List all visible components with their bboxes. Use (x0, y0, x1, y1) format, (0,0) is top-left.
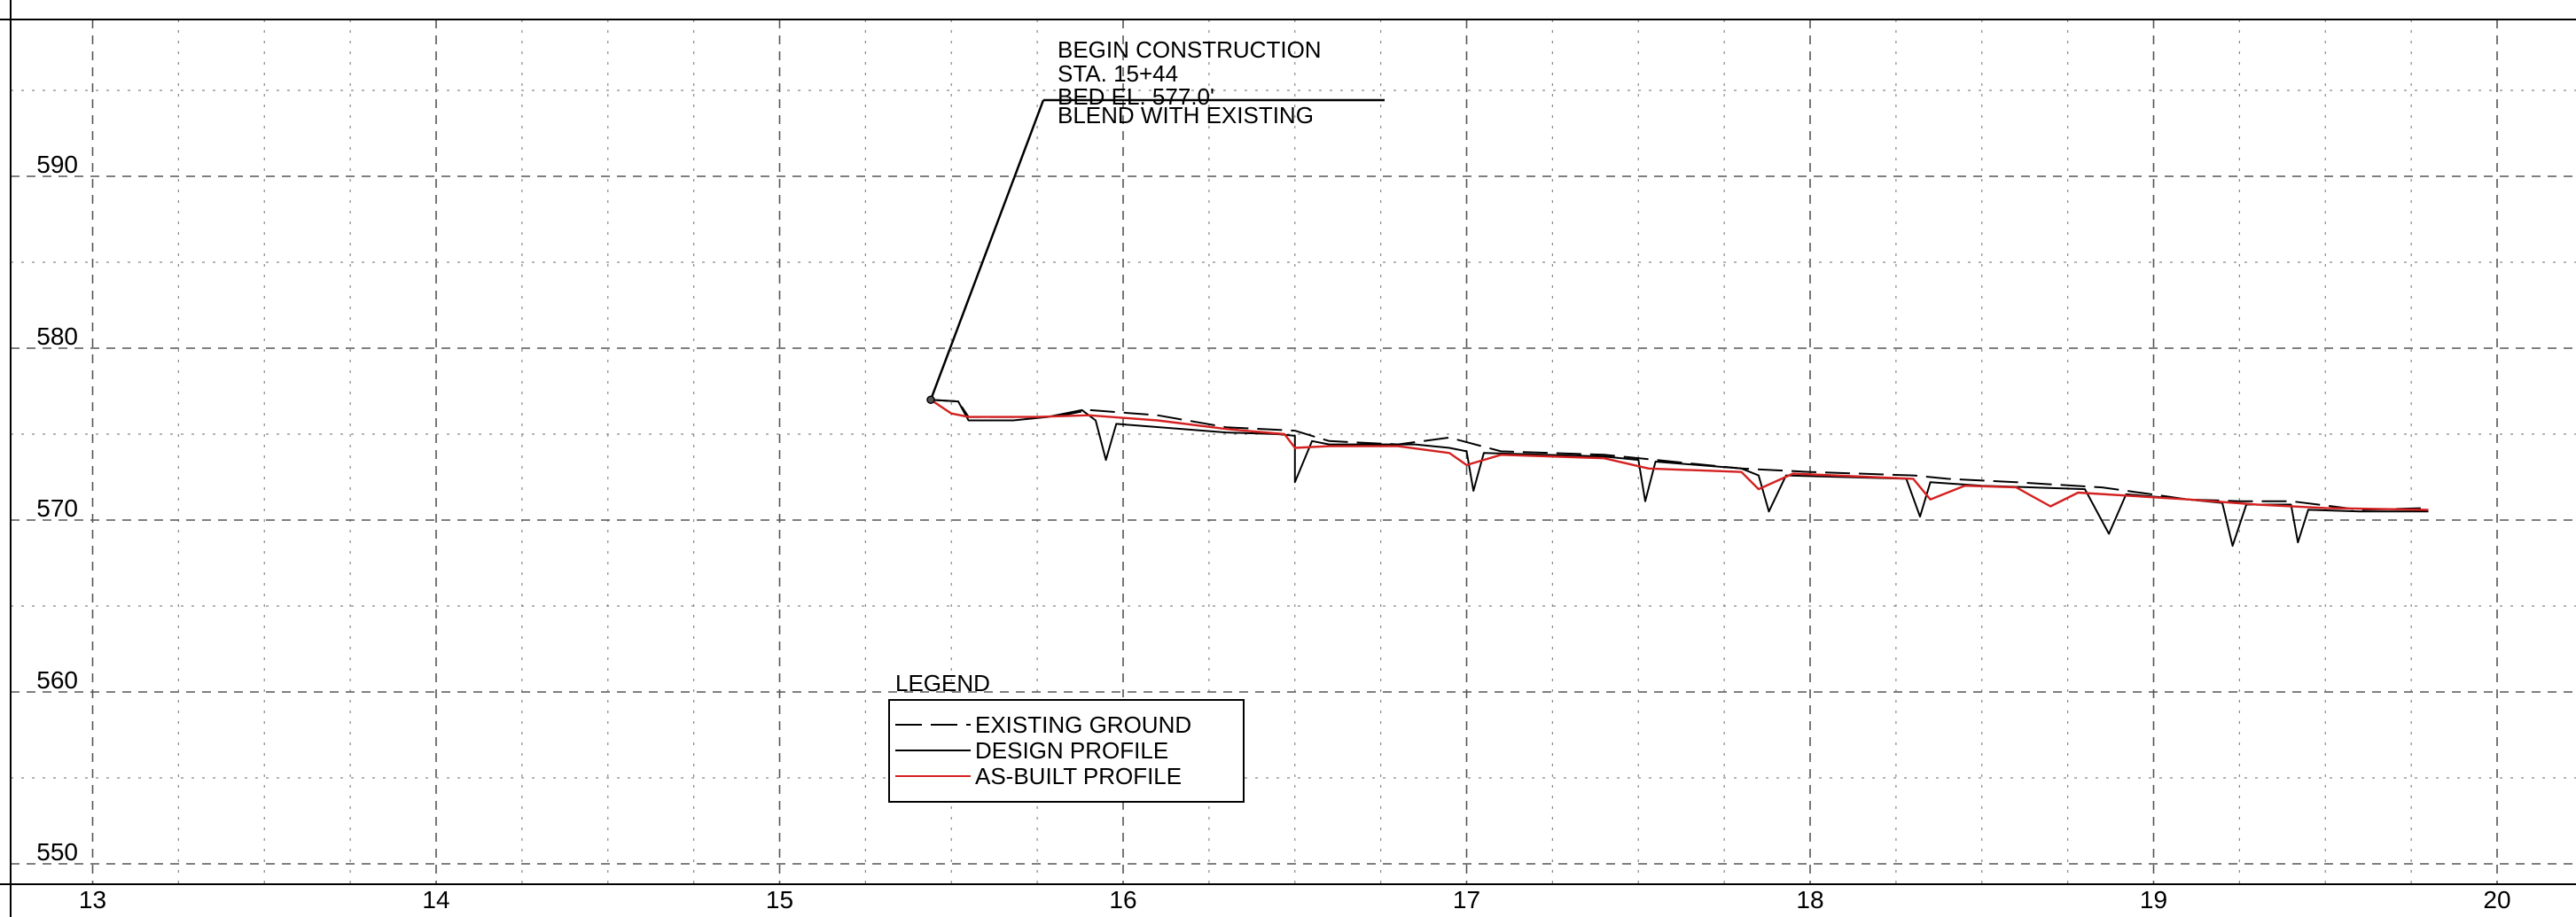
x-tick-label: 19 (2140, 886, 2167, 913)
series-lines (930, 399, 2429, 548)
series-line-as-built-profile (930, 399, 2429, 511)
callout-anchor-point (926, 395, 935, 404)
x-tick-label: 16 (1109, 886, 1136, 913)
legend-box (888, 699, 1245, 803)
y-tick-label: 550 (36, 838, 78, 866)
callout-line-2: STA. 15+44 (1058, 60, 1178, 87)
legend-label-as-built-profile: AS-BUILT PROFILE (975, 763, 1182, 789)
x-tick-label: 15 (766, 886, 793, 913)
callout-line-1: BEGIN CONSTRUCTION (1058, 36, 1322, 63)
legend-title: LEGEND (895, 670, 990, 696)
legend-label-design-profile: DESIGN PROFILE (975, 737, 1168, 764)
x-tick-label: 13 (79, 886, 106, 913)
y-axis-ticks: 550 560 570 580 590 (36, 151, 78, 866)
x-tick-label: 20 (2483, 886, 2510, 913)
x-tick-label: 18 (1796, 886, 1823, 913)
y-tick-label: 580 (36, 323, 78, 350)
x-tick-label: 14 (422, 886, 449, 913)
callout-line-4: BLEND WITH EXISTING (1058, 102, 1314, 128)
y-tick-label: 570 (36, 494, 78, 522)
y-tick-label: 590 (36, 151, 78, 178)
series-line-existing-ground (930, 399, 2429, 511)
y-tick-label: 560 (36, 666, 78, 694)
legend-label-existing-ground: EXISTING GROUND (975, 711, 1191, 738)
x-tick-label: 17 (1453, 886, 1480, 913)
callout-leader-line (929, 99, 1045, 400)
callout-annotation: BEGIN CONSTRUCTION STA. 15+44 BED EL. 57… (926, 36, 1385, 404)
grid (11, 19, 2576, 884)
callout-line-3: BED EL. 577.0' (1058, 83, 1214, 110)
legend: LEGEND EXISTING GROUND DESIGN PROFILE AS… (886, 670, 1245, 803)
x-axis-ticks: 13 14 15 16 17 18 19 20 (79, 886, 2511, 913)
